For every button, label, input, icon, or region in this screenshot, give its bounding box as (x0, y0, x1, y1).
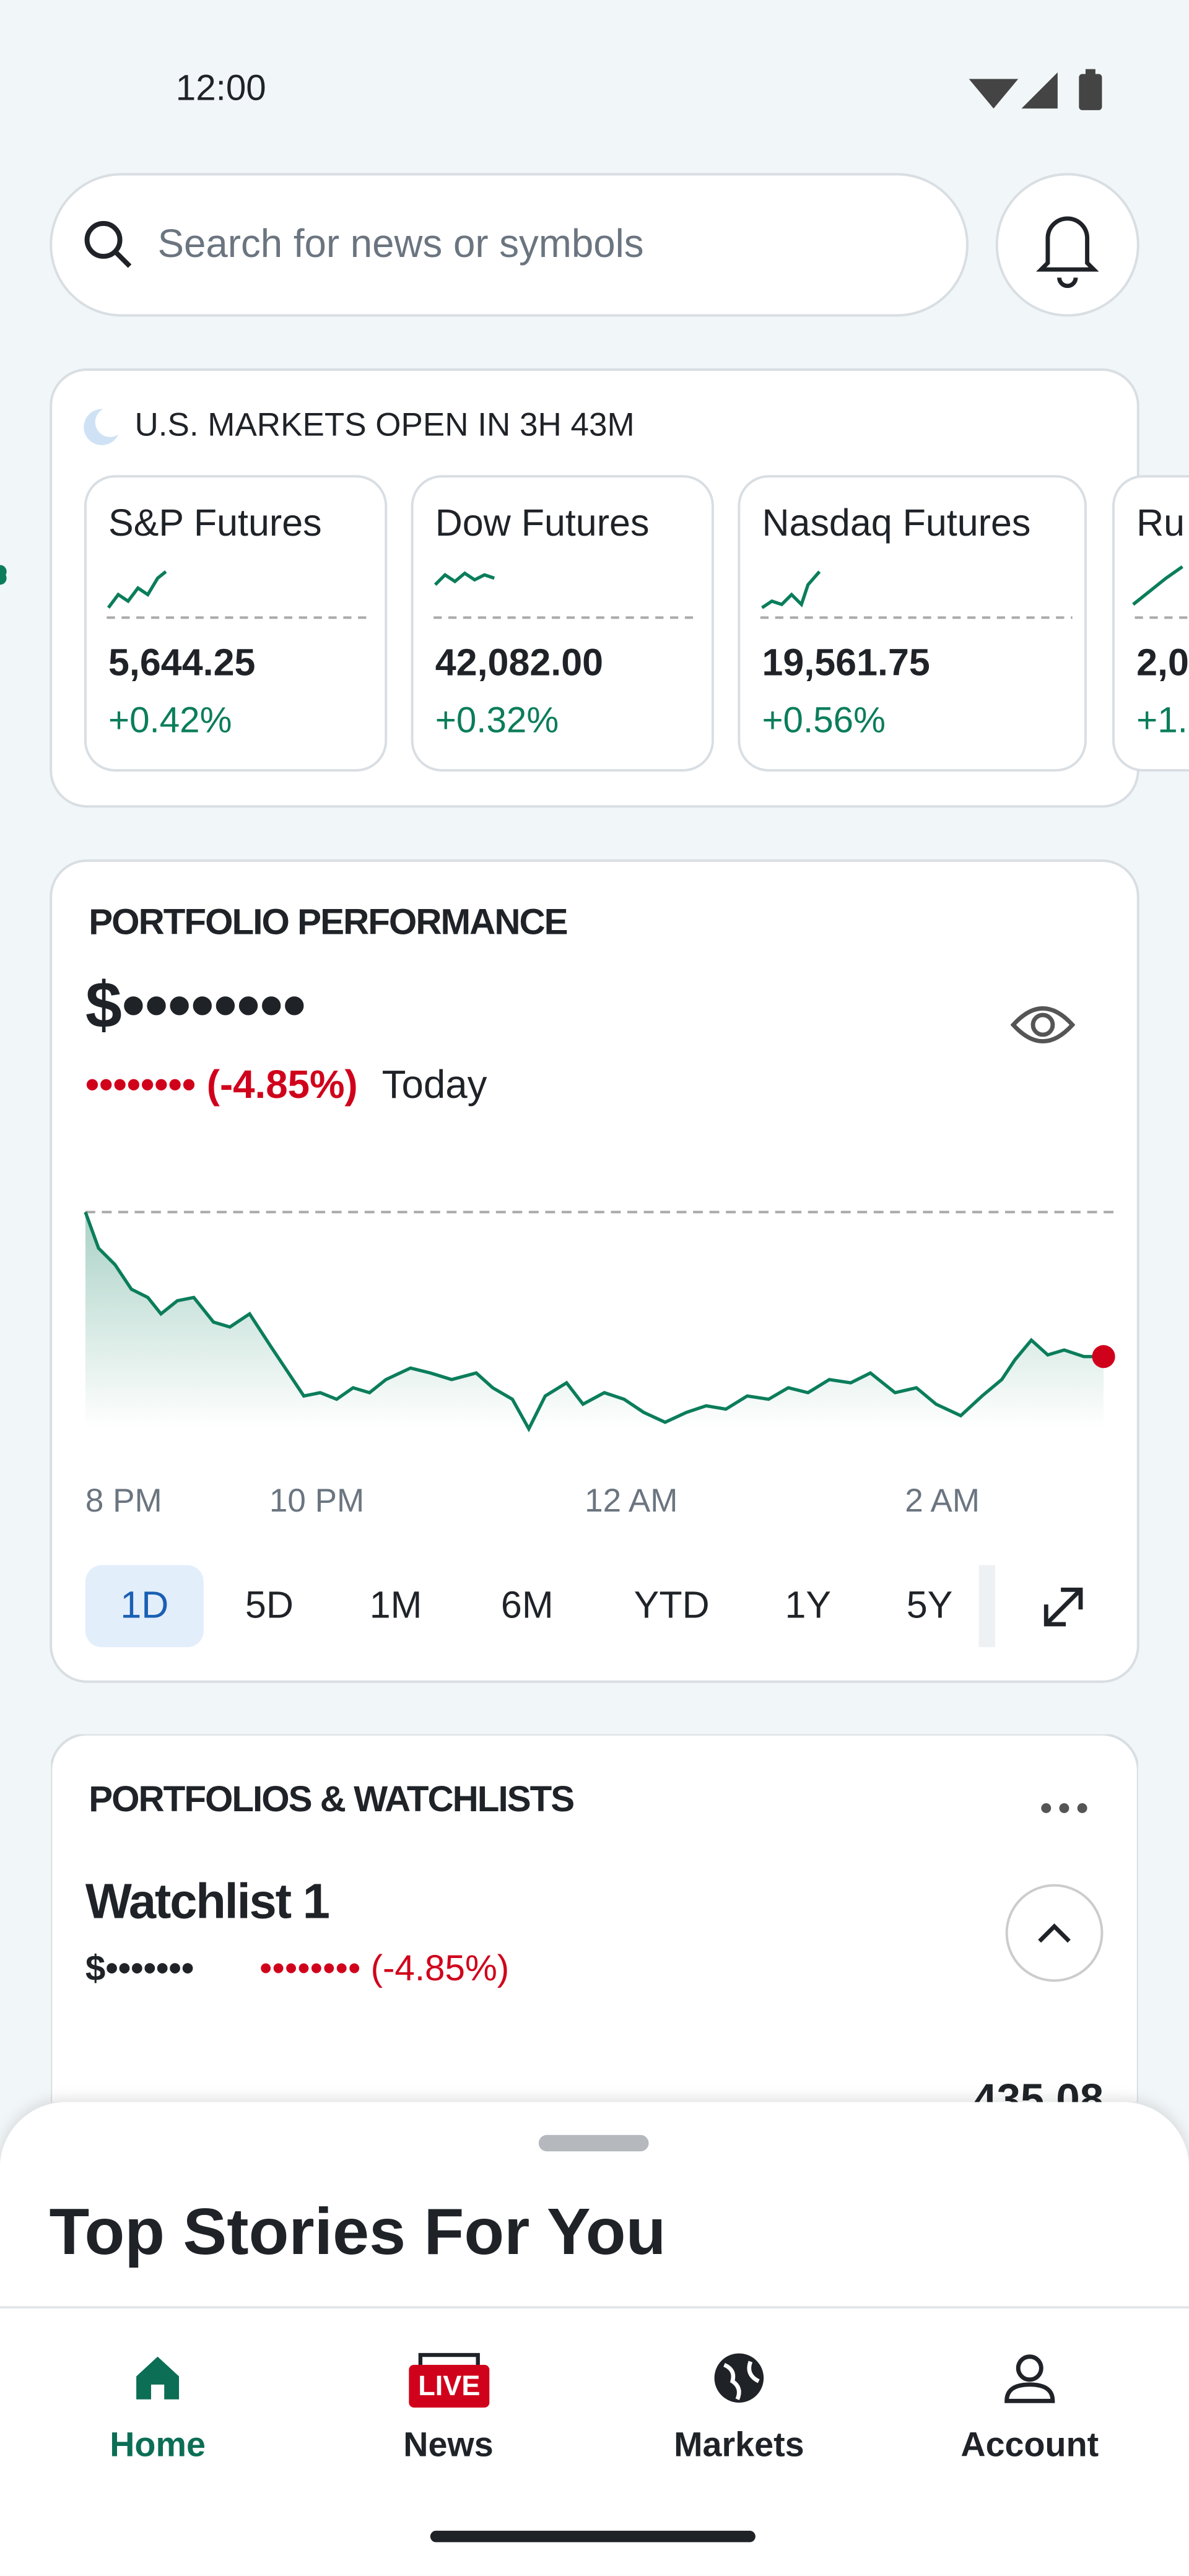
chart-area (85, 1212, 1104, 1429)
futures-name: S&P Futures (108, 502, 322, 544)
live-badge (409, 2365, 490, 2408)
nav-item[interactable]: News (403, 2425, 493, 2463)
range-button[interactable]: 1D (120, 1584, 168, 1626)
futures-card[interactable] (84, 475, 388, 772)
futures-sparkline (761, 570, 821, 609)
sheet-handle[interactable] (538, 2134, 649, 2152)
futures-change: +0.32% (435, 700, 559, 740)
range-button[interactable]: YTD (634, 1584, 710, 1626)
futures-change: +0.42% (108, 700, 232, 740)
watchlist-card (51, 1734, 1138, 2102)
futures-price: 19,561.75 (762, 641, 930, 683)
futures-change: +0.56% (762, 700, 885, 740)
futures-card[interactable] (738, 475, 1087, 772)
status-time: 12:00 (176, 67, 266, 108)
moon-icon-cut (95, 407, 125, 437)
range-button[interactable]: 1M (370, 1584, 422, 1626)
portfolio-title: PORTFOLIO PERFORMANCE (89, 902, 568, 942)
futures-name: Nasdaq Futures (762, 502, 1030, 544)
search-placeholder: Search for news or symbols (158, 222, 644, 266)
futures-change: +1. (1136, 700, 1188, 740)
portfolio-change-value: •••••••• (-4.85%) (85, 1063, 358, 1107)
notifications-button[interactable] (995, 173, 1139, 317)
stories-title: Top Stories For You (50, 2195, 666, 2268)
bell-icon (1036, 216, 1099, 289)
futures-sparkline (107, 570, 167, 609)
chevron-icon (1038, 1923, 1071, 1943)
range-scroll-fade (978, 1565, 996, 1648)
futures-card[interactable] (1112, 475, 1189, 772)
news-icon (418, 2352, 480, 2365)
futures-sparkline (433, 571, 495, 586)
markets-banner: U.S. MARKETS OPEN IN 3H 43M (134, 407, 634, 443)
portfolio-change: •••••••• (-4.85%) Today (85, 1063, 487, 1107)
watchlist-name: Watchlist 1 (85, 1873, 330, 1928)
portfolio-period: Today (382, 1063, 487, 1107)
home-indicator (430, 2530, 756, 2543)
futures-card[interactable] (411, 475, 714, 772)
futures-spark-dot (0, 565, 7, 578)
chart-line (84, 1211, 1104, 1433)
range-button[interactable]: 5D (245, 1584, 294, 1626)
search-bar[interactable] (50, 173, 969, 317)
watchlist-value: $••••••• (85, 1948, 194, 1988)
globe-icon (714, 2353, 764, 2403)
eye-icon (1010, 1006, 1076, 1043)
futures-name: Ru (1136, 502, 1185, 544)
watchlist-peek: 435.08 (973, 2075, 1104, 2123)
more-icon[interactable] (1041, 1803, 1087, 1813)
nav-item[interactable]: Home (110, 2425, 206, 2463)
watchlist-change: •••••••• (-4.85%) (259, 1948, 509, 1988)
range-button[interactable]: 5Y (907, 1584, 953, 1626)
collapse-button[interactable] (1005, 1884, 1104, 1982)
x-axis-label: 2 AM (905, 1482, 980, 1519)
futures-price: 2,0 (1136, 641, 1189, 683)
chart-endpoint (1092, 1345, 1115, 1368)
futures-price: 42,082.00 (435, 641, 603, 683)
live-badge-text: LIVE (418, 2370, 480, 2401)
home-icon (136, 2356, 180, 2400)
range-selected-bg (85, 1565, 204, 1648)
x-axis-label: 10 PM (269, 1482, 364, 1519)
account-icon (1004, 2354, 1055, 2403)
futures-sparkline (1132, 565, 1183, 606)
x-axis-label: 8 PM (85, 1482, 162, 1519)
nav-item[interactable]: Account (960, 2425, 1099, 2463)
status-icons (969, 69, 1102, 110)
range-button[interactable]: 6M (501, 1584, 554, 1626)
expand-icon[interactable] (1043, 1587, 1083, 1627)
bottom-sheet (0, 2102, 1189, 2576)
nav-item[interactable]: Markets (674, 2425, 804, 2463)
portfolio-value: $•••••••• (85, 968, 306, 1042)
portfolio-card (50, 859, 1139, 1683)
search-icon (84, 220, 132, 268)
range-button[interactable]: 1Y (785, 1584, 831, 1626)
futures-price: 5,644.25 (108, 641, 255, 683)
x-axis-label: 12 AM (585, 1482, 677, 1519)
futures-name: Dow Futures (435, 502, 650, 544)
watchlist-title: PORTFOLIOS & WATCHLISTS (89, 1779, 575, 1819)
